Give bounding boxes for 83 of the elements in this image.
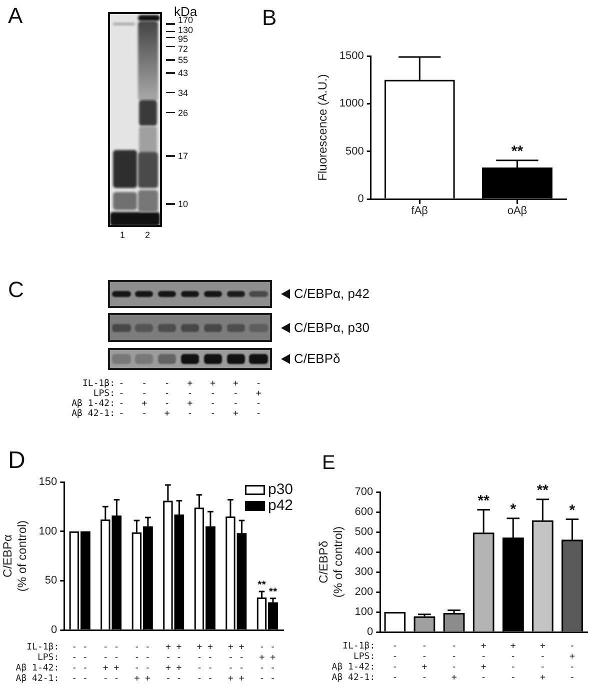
data-label: ** — [268, 586, 278, 598]
y-tick-label: 300 — [354, 566, 374, 578]
y-tick-label: 700 — [354, 486, 374, 498]
y-tick-label: 150 — [38, 476, 58, 488]
y-tick-label: 200 — [354, 586, 374, 598]
legend-label: p42 — [268, 497, 294, 514]
text: A — [8, 3, 23, 28]
text: C/EBPδ — [294, 351, 340, 366]
text: Aβ 1-42: — [72, 399, 115, 409]
text: Aβ 42-1: — [72, 409, 115, 419]
chart-title: D — [8, 447, 26, 474]
data-label: * — [569, 502, 576, 519]
data-label: * — [510, 501, 516, 518]
text: LPS: — [37, 652, 60, 663]
y-tick-label: 100 — [38, 525, 58, 538]
category-label: 1 — [120, 230, 126, 241]
y-tick-label: 500 — [346, 145, 364, 158]
y-tick-label: 50 — [44, 574, 58, 587]
text: LPS: — [353, 652, 376, 662]
y-tick-label: 0 — [367, 626, 374, 638]
y-tick-label: 1500 — [339, 50, 364, 62]
category-label: - - - + — [164, 379, 170, 419]
chart-title: E — [322, 452, 336, 474]
category-label: - - - - — [118, 379, 124, 419]
category-label: - + - - — [256, 379, 262, 419]
category-label: 2 — [144, 230, 150, 241]
text: 72 — [178, 44, 188, 54]
y-axis-title: Fluorescence (A.U.) — [316, 74, 330, 181]
text: 130 — [178, 24, 194, 34]
data-label: ** — [511, 143, 524, 160]
y-axis-title: C/EBPα (% of control) — [0, 520, 29, 592]
y-tick-label: 600 — [354, 506, 374, 518]
x-tick-label: + - - + — [540, 641, 546, 683]
text: 95 — [178, 34, 188, 44]
category-label: + - + - — [187, 379, 193, 419]
legend-label: p30 — [268, 481, 294, 498]
text: Aβ 42-1: — [332, 672, 376, 683]
x-tick-label: + - - - — [510, 641, 516, 683]
x-tick-label: + + - - - - - - — [196, 642, 214, 684]
text: C — [8, 277, 24, 302]
category-label: + - - - — [210, 379, 216, 419]
y-tick-label: 0 — [358, 193, 364, 206]
x-tick-label: - - - - — [392, 641, 398, 683]
data-label: ** — [258, 579, 267, 592]
text: 55 — [178, 55, 188, 65]
x-tick-label: - - + - — [422, 641, 428, 683]
text: 43 — [178, 68, 188, 78]
text: C/EBPα, p42 — [294, 286, 370, 302]
x-tick-label: - - - - - - - - — [72, 642, 88, 684]
text: 34 — [178, 88, 188, 98]
data-label: ** — [478, 492, 490, 510]
text: Aβ 1-42: — [16, 662, 60, 674]
x-tick-label: oAβ — [507, 205, 528, 218]
text: 17 — [178, 151, 188, 161]
text: IL-1β: — [342, 640, 376, 652]
text: 170 — [178, 15, 194, 25]
text: IL-1β: — [26, 641, 60, 652]
x-tick-label: - - + + - - - - — [259, 642, 276, 684]
text: LPS: — [93, 389, 115, 399]
y-tick-label: 100 — [354, 606, 374, 618]
x-tick-label: - - - - - - + + — [134, 642, 152, 684]
x-tick-label: + - + - — [480, 641, 487, 683]
x-tick-label: + + - - - - + + — [228, 642, 245, 684]
category-label: - - + - — [142, 379, 147, 419]
data-label: ** — [536, 482, 549, 500]
text: C/EBPα, p30 — [294, 320, 370, 335]
text: Aβ 1-42: — [332, 661, 376, 672]
chart-title: B — [262, 5, 277, 30]
x-tick-label: + + - - + + - - — [165, 642, 182, 684]
y-tick-label: 0 — [51, 624, 58, 636]
text: 10 — [178, 199, 188, 209]
x-tick-label: fAβ — [411, 205, 428, 218]
text: IL-1β: — [82, 379, 115, 389]
y-axis-title: C/EBPδ (% of control) — [316, 526, 345, 598]
y-tick-label: 1000 — [339, 98, 364, 110]
y-tick-label: 400 — [354, 546, 374, 558]
x-tick-label: - + - - — [570, 641, 576, 683]
x-tick-label: - - - - + + - - — [102, 642, 120, 684]
text: Aβ 42-1: — [16, 672, 60, 684]
category-label: + - - + — [232, 379, 238, 419]
y-tick-label: 500 — [354, 526, 374, 538]
x-tick-label: - - - + — [451, 641, 458, 683]
text: 26 — [178, 108, 188, 118]
